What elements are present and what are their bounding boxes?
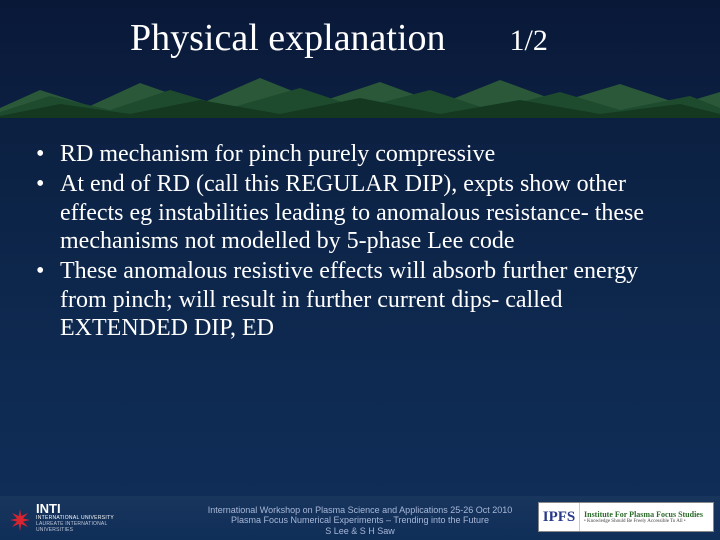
- title-row: Physical explanation 1/2: [0, 16, 720, 60]
- ipfs-title: Institute For Plasma Focus Studies: [584, 511, 713, 519]
- bullet-item: RD mechanism for pinch purely compressiv…: [34, 140, 684, 168]
- inti-logo-main: INTI: [36, 502, 138, 515]
- mountain-divider: [0, 68, 720, 118]
- bullet-list: RD mechanism for pinch purely compressiv…: [34, 140, 684, 344]
- footer-line: International Workshop on Plasma Science…: [160, 505, 560, 515]
- ipfs-tagline: • Knowledge Should Be Freely Accessible …: [584, 519, 713, 524]
- ipfs-abbr: IPFS: [539, 503, 580, 531]
- ipfs-logo: IPFS Institute For Plasma Focus Studies …: [538, 502, 714, 532]
- slide: Physical explanation 1/2 RD mechanism fo…: [0, 0, 720, 540]
- bullet-item: At end of RD (call this REGULAR DIP), ex…: [34, 170, 684, 255]
- footer-text: International Workshop on Plasma Science…: [160, 505, 560, 536]
- footer-line: S Lee & S H Saw: [160, 526, 560, 536]
- inti-logo: INTI INTERNATIONAL UNIVERSITY LAUREATE I…: [8, 502, 138, 536]
- footer-line: Plasma Focus Numerical Experiments – Tre…: [160, 515, 560, 525]
- bullet-item: These anomalous resistive effects will a…: [34, 257, 684, 342]
- star-icon: [8, 508, 32, 532]
- page-number: 1/2: [510, 24, 548, 58]
- slide-title: Physical explanation: [130, 16, 446, 60]
- inti-logo-sub2: LAUREATE INTERNATIONAL UNIVERSITIES: [36, 521, 138, 533]
- footer: INTI INTERNATIONAL UNIVERSITY LAUREATE I…: [0, 496, 720, 540]
